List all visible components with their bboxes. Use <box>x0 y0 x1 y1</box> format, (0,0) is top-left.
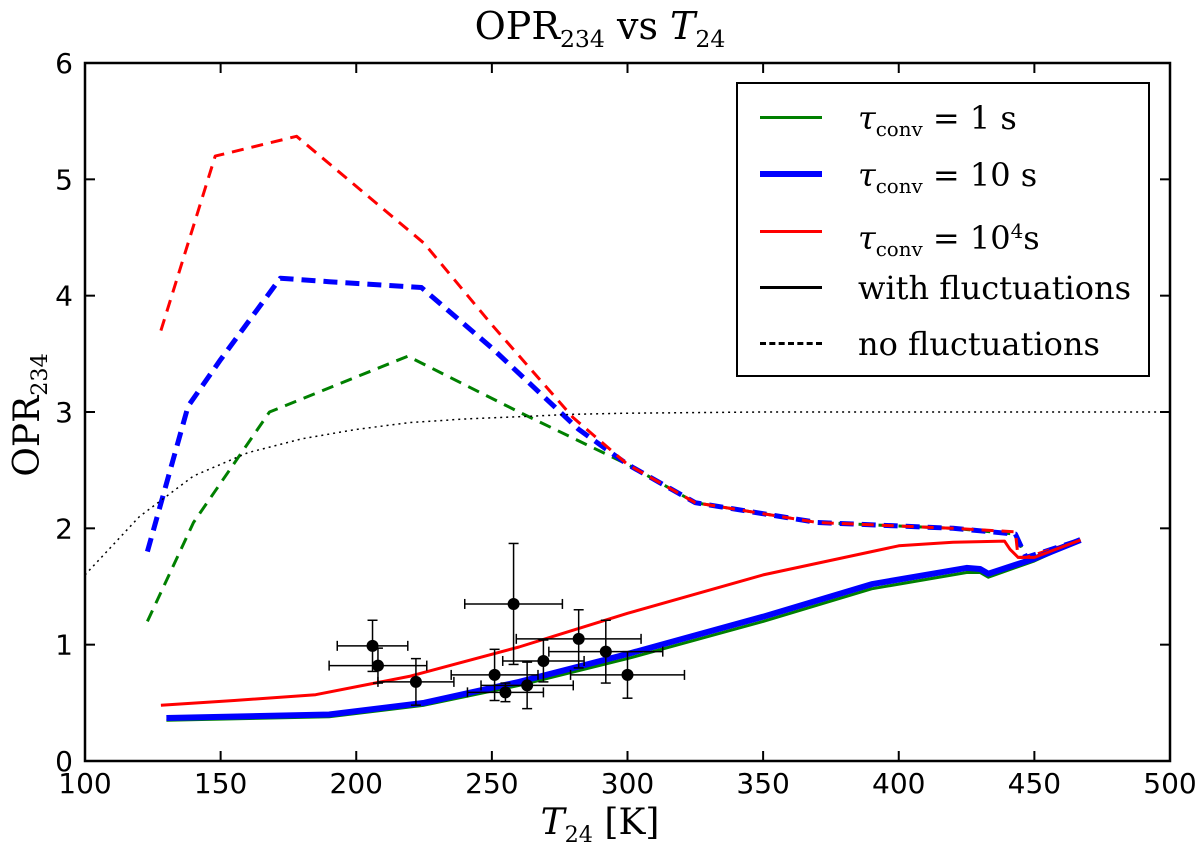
x-tick-label: 100 <box>58 767 111 800</box>
series-layer <box>85 134 1170 722</box>
x-tick-label: 200 <box>330 767 383 800</box>
legend-swatch-green <box>760 116 822 119</box>
y-tick-label: 5 <box>55 163 73 196</box>
x-tick-label: 300 <box>601 767 654 800</box>
series-line-6 <box>85 411 1170 576</box>
legend-item-tau-1s: τconv = 1 s <box>738 98 1148 141</box>
data-point <box>488 668 501 681</box>
data-point <box>507 597 520 610</box>
legend-swatch-blue <box>760 171 822 177</box>
x-tick-label: 400 <box>872 767 925 800</box>
legend-item-with-fluctuations: with fluctuations <box>738 268 1148 308</box>
y-tick-label: 6 <box>55 47 73 80</box>
x-tick-label: 500 <box>1143 767 1196 800</box>
legend: τconv = 1 s τconv = 10 s τconv = 104s wi… <box>736 82 1150 377</box>
legend-label: τconv = 10 s <box>858 156 1038 198</box>
y-tick-label: 3 <box>55 396 73 429</box>
data-point <box>409 675 422 688</box>
tick-layer: 100 150 200 250 300 350 400 450 500 0 1 2 3 4 5 6 <box>55 47 1197 800</box>
legend-label: τconv = 1 s <box>858 99 1017 141</box>
y-tick-label: 4 <box>55 280 73 313</box>
y-axis-label: OPR234 <box>7 353 53 477</box>
x-tick-label: 450 <box>1008 767 1061 800</box>
legend-label: with fluctuations <box>858 269 1132 307</box>
data-point <box>499 686 512 699</box>
observations-layer <box>328 542 686 710</box>
data-point <box>537 654 550 667</box>
data-point <box>572 632 585 645</box>
legend-label: no fluctuations <box>858 325 1100 363</box>
legend-label: τconv = 104s <box>858 218 1040 261</box>
x-axis-label: T24 [K] <box>540 802 660 848</box>
data-point <box>521 679 534 692</box>
data-point <box>366 639 379 652</box>
legend-item-no-fluctuations: no fluctuations <box>738 324 1148 364</box>
y-tick-label: 2 <box>55 512 73 545</box>
series-line-4 <box>166 537 1082 721</box>
legend-swatch-dashed <box>760 342 822 345</box>
data-point <box>371 659 384 672</box>
x-tick-label: 350 <box>736 767 789 800</box>
series-line-5 <box>160 538 1082 707</box>
y-tick-label: 0 <box>55 745 73 778</box>
series-line-1 <box>144 275 1082 560</box>
x-tick-label: 250 <box>465 767 518 800</box>
legend-swatch-solid <box>760 286 822 289</box>
data-point <box>599 645 612 658</box>
legend-item-tau-10s: τconv = 10 s <box>738 155 1148 198</box>
legend-swatch-red <box>760 230 822 233</box>
y-tick-label: 1 <box>55 629 73 662</box>
series-line-0 <box>146 354 1081 623</box>
legend-item-tau-1e4s: τconv = 104s <box>738 212 1148 261</box>
x-tick-label: 150 <box>194 767 247 800</box>
series-line-3 <box>166 538 1082 722</box>
data-point <box>621 668 634 681</box>
chart-title: OPR234 vs T24 <box>474 4 726 54</box>
